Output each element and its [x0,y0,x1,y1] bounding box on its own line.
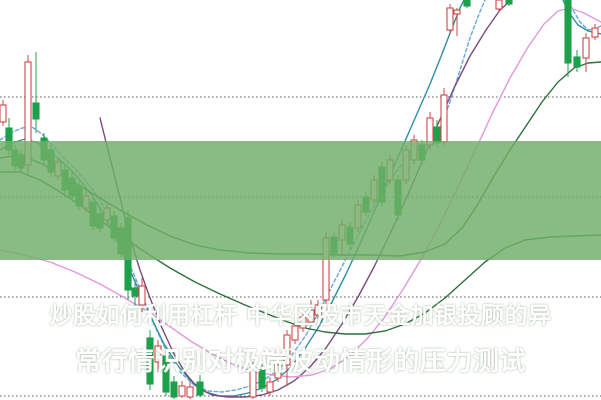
headline-line-1: 炒股如何利用杠杆 中华区股市天金加银投顾的异 [49,303,552,329]
headline-line-2: 常行情识别对极端波动情形的压力测试 [75,347,526,377]
headline-overlay: 炒股如何利用杠杆 中华区股市天金加银投顾的异 常行情识别对极端波动情形的压力测试 [0,141,601,377]
